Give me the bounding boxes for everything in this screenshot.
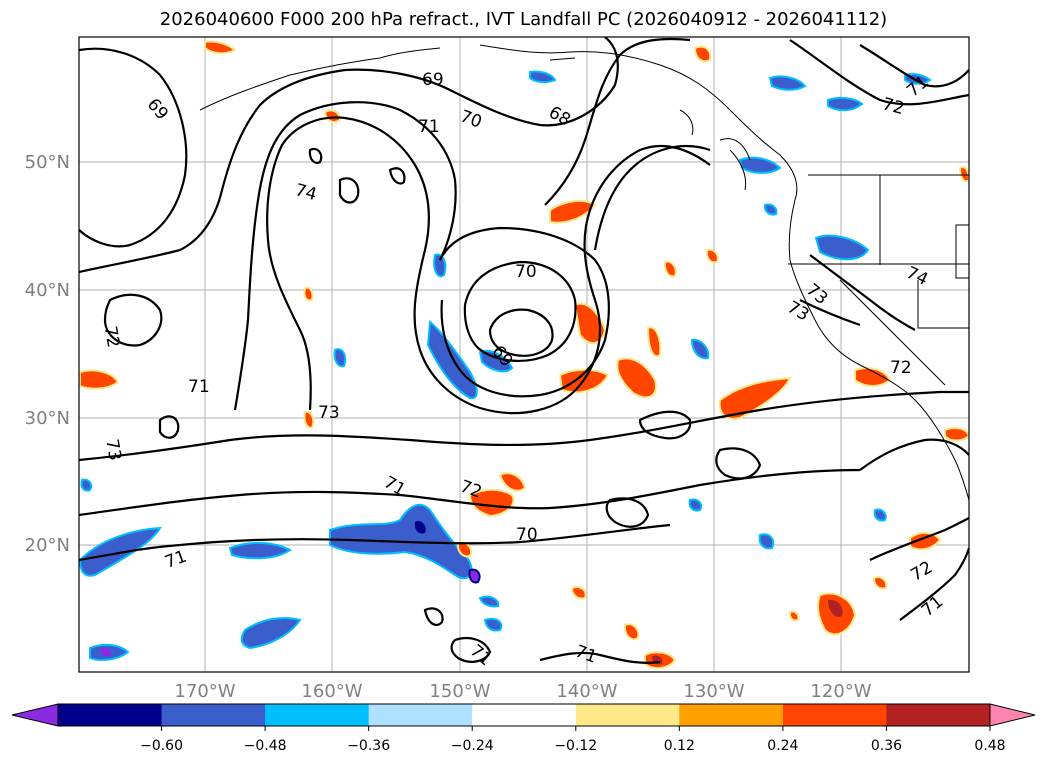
colorbar-segment [265, 704, 370, 726]
contour-label: 71 [418, 117, 440, 137]
colorbar-tick-label: −0.36 [347, 738, 390, 754]
plot-area [79, 37, 969, 672]
colorbar-segment [161, 704, 266, 726]
colorbar-extend-left [12, 704, 58, 726]
lon-label-120w: 120°W [810, 681, 871, 702]
colorbar-segment [58, 704, 163, 726]
longitude-labels: 170°W 160°W 150°W 140°W 130°W 120°W [174, 681, 871, 702]
contour-label: 69 [422, 70, 444, 90]
colorbar-tick-label: −0.48 [244, 738, 287, 754]
lon-label-170w: 170°W [174, 681, 235, 702]
contour-label: 70 [515, 262, 537, 282]
lon-label-150w: 150°W [429, 681, 490, 702]
colorbar-segment [782, 704, 887, 726]
colorbar-tick-label: 0.12 [664, 738, 695, 754]
latitude-labels: 50°N 40°N 30°N 20°N [25, 152, 70, 556]
colorbar: −0.60 −0.48 −0.36 −0.24 −0.12 0.12 0.24 0.36 0.4… [11, 703, 1036, 754]
colorbar-tick-label: 0.48 [974, 738, 1005, 754]
lon-label-140w: 140°W [556, 681, 617, 702]
colorbar-tick-label: −0.12 [554, 738, 597, 754]
colorbar-segment [679, 704, 784, 726]
plot-frame [78, 36, 970, 673]
contour-label: 73 [318, 403, 340, 423]
colorbar-tick-label: 0.36 [871, 738, 902, 754]
colorbar-segment [368, 704, 473, 726]
colorbar-ticks: −0.60 −0.48 −0.36 −0.24 −0.12 0.12 0.24 0.36 0.4… [140, 726, 1006, 754]
colorbar-segment [472, 704, 577, 726]
colorbar-segment [886, 704, 991, 726]
lon-label-160w: 160°W [301, 681, 362, 702]
colorbar-tick-label: −0.60 [140, 738, 183, 754]
contour-label: 72 [100, 325, 123, 350]
contour-label: 71 [188, 377, 210, 397]
map-title: 2026040600 F000 200 hPa refract., IVT La… [159, 9, 888, 30]
lon-label-130w: 130°W [683, 681, 744, 702]
contour-label: 72 [890, 358, 912, 378]
coastlines [199, 44, 969, 501]
colorbar-tick-label: 0.24 [767, 738, 798, 754]
colorbar-segments [58, 704, 991, 726]
contour-label: 70 [516, 525, 538, 545]
lat-label-30n: 30°N [25, 408, 70, 429]
contour-lines [79, 37, 969, 664]
contour-label: 73 [101, 438, 124, 463]
lat-label-20n: 20°N [25, 535, 70, 556]
colorbar-tick-label: −0.24 [451, 738, 494, 754]
colorbar-extend-right [990, 704, 1035, 726]
lat-label-40n: 40°N [25, 280, 70, 301]
lat-label-50n: 50°N [25, 152, 70, 173]
colorbar-segment [575, 704, 680, 726]
